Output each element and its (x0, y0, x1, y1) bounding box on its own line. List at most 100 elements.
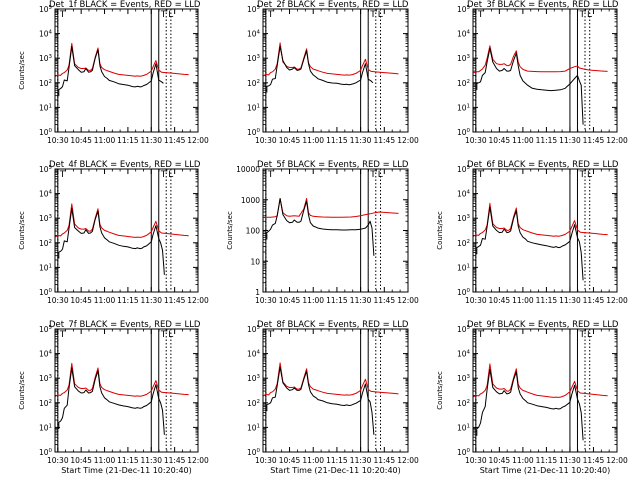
time-marker-label: T (59, 10, 66, 20)
chart-title: Det_7f BLACK = Events, RED = LLD (49, 320, 201, 330)
x-tick-label: 12:00 (397, 296, 419, 305)
x-tick-label: 12:00 (397, 136, 419, 145)
x-tick-label: 11:15 (117, 296, 139, 305)
x-tick-label: 11:30 (140, 136, 162, 145)
x-tick-label: 11:00 (302, 136, 324, 145)
chart-panel-2: Det_2f BLACK = Events, RED = LLD 100 101 10… (247, 0, 419, 145)
y-tick-label: 101 (39, 103, 52, 112)
events-series-line (475, 206, 584, 281)
chart-panel-4: Det_4f BLACK = Events, RED = LLD 100 101 10… (18, 160, 209, 305)
y-axis-label: Counts/sec (436, 211, 444, 250)
y-tick-label: 105 (457, 165, 471, 174)
lld-series-line (263, 42, 399, 77)
time-marker-label: T (578, 330, 585, 340)
x-tick-label: 11:30 (559, 136, 581, 145)
plot-frame (262, 328, 409, 453)
x-tick-label: 11:45 (373, 296, 395, 305)
y-axis-label: Counts/sec (226, 211, 234, 250)
y-tick-label: 103 (247, 374, 261, 383)
plot-frame (472, 168, 618, 293)
lld-series-line (55, 362, 189, 397)
events-series-line (265, 198, 375, 256)
x-tick-label: 10:45 (279, 296, 301, 305)
x-tick-label: 11:45 (583, 136, 605, 145)
x-axis-label: Start Time (21-Dec-11 10:20:40) (61, 466, 192, 475)
y-tick-label: 105 (39, 5, 53, 14)
y-tick-label: 104 (457, 30, 471, 39)
time-marker-label: T (578, 10, 585, 20)
y-tick-label: 100 (39, 288, 53, 297)
y-tick-label: 103 (457, 214, 471, 223)
x-tick-label: 10:45 (279, 136, 301, 145)
y-tick-label: 100 (247, 128, 261, 137)
chart-title: Det_6f BLACK = Events, RED = LLD (467, 160, 619, 170)
y-tick-label: 1000 (241, 196, 260, 205)
chart-panel-6: Det_6f BLACK = Events, RED = LLD 100 101 10… (436, 160, 628, 305)
time-marker-label: L (168, 170, 173, 180)
x-tick-label: 11:30 (350, 456, 372, 465)
time-marker-label: T (578, 170, 585, 180)
y-tick-label: 103 (457, 374, 471, 383)
x-tick-label: 11:45 (373, 136, 395, 145)
y-tick-label: 100 (39, 128, 53, 137)
y-tick-label: 101 (247, 423, 260, 432)
time-marker-label: T (160, 330, 167, 340)
x-tick-label: 10:45 (70, 456, 92, 465)
y-tick-label: 102 (39, 239, 52, 248)
x-tick-label: 11:00 (302, 296, 324, 305)
events-series-line (57, 207, 165, 275)
y-tick-label: 101 (39, 263, 52, 272)
events-series-line (265, 366, 375, 435)
y-tick-label: 100 (39, 448, 53, 457)
x-tick-label: 10:45 (70, 136, 92, 145)
chart-panel-5: Det_5f BLACK = Events, RED = LLD 1 10 100 10… (226, 160, 419, 305)
chart-panel-8: Det_8f BLACK = Events, RED = LLD 100 101 10… (247, 320, 419, 475)
y-tick-label: 102 (457, 399, 470, 408)
x-tick-label: 11:45 (164, 296, 186, 305)
y-tick-label: 103 (39, 54, 53, 63)
time-marker-label: T (477, 170, 484, 180)
x-tick-label: 11:45 (164, 136, 186, 145)
y-tick-label: 10 (250, 257, 260, 266)
events-series-line (475, 368, 584, 441)
x-tick-label: 11:45 (373, 456, 395, 465)
x-tick-label: 12:00 (187, 136, 209, 145)
chart-title: Det_4f BLACK = Events, RED = LLD (49, 160, 201, 170)
x-tick-label: 12:00 (187, 296, 209, 305)
x-tick-label: 10:30 (465, 136, 487, 145)
y-tick-label: 105 (247, 5, 261, 14)
time-marker-label: L (587, 10, 592, 20)
time-marker-label: T (477, 330, 484, 340)
lld-series-line (55, 42, 189, 77)
y-tick-label: 104 (39, 30, 53, 39)
x-tick-label: 11:00 (302, 456, 324, 465)
x-tick-label: 12:00 (397, 456, 419, 465)
chart-title: Det_1f BLACK = Events, RED = LLD (49, 0, 201, 10)
plot-frame (472, 328, 618, 453)
plot-frame (54, 328, 199, 453)
x-tick-label: 11:45 (583, 456, 605, 465)
x-tick-label: 11:45 (583, 296, 605, 305)
y-tick-label: 105 (39, 325, 53, 334)
chart-panel-1: Det_1f BLACK = Events, RED = LLD 100 101 10… (18, 0, 209, 145)
x-axis-label: Start Time (21-Dec-11 10:20:40) (480, 466, 611, 475)
x-tick-label: 11:15 (326, 456, 348, 465)
y-tick-label: 104 (39, 350, 53, 359)
time-marker-label: L (378, 10, 383, 20)
x-tick-label: 10:30 (465, 456, 487, 465)
x-tick-label: 12:00 (606, 136, 628, 145)
y-tick-label: 102 (457, 79, 470, 88)
y-tick-label: 1 (255, 288, 260, 297)
x-tick-label: 10:30 (47, 456, 69, 465)
chart-title: Det_2f BLACK = Events, RED = LLD (257, 0, 409, 10)
chart-panel-7: Det_7f BLACK = Events, RED = LLD 100 101 10… (18, 320, 209, 475)
x-tick-label: 10:30 (255, 136, 277, 145)
y-tick-label: 10000 (236, 165, 260, 174)
time-marker-label: T (267, 10, 274, 20)
y-tick-label: 103 (457, 54, 471, 63)
y-tick-label: 102 (457, 239, 470, 248)
y-tick-label: 102 (39, 399, 52, 408)
events-series-line (475, 47, 584, 125)
plot-frame (262, 168, 409, 293)
time-marker-label: T (369, 10, 376, 20)
